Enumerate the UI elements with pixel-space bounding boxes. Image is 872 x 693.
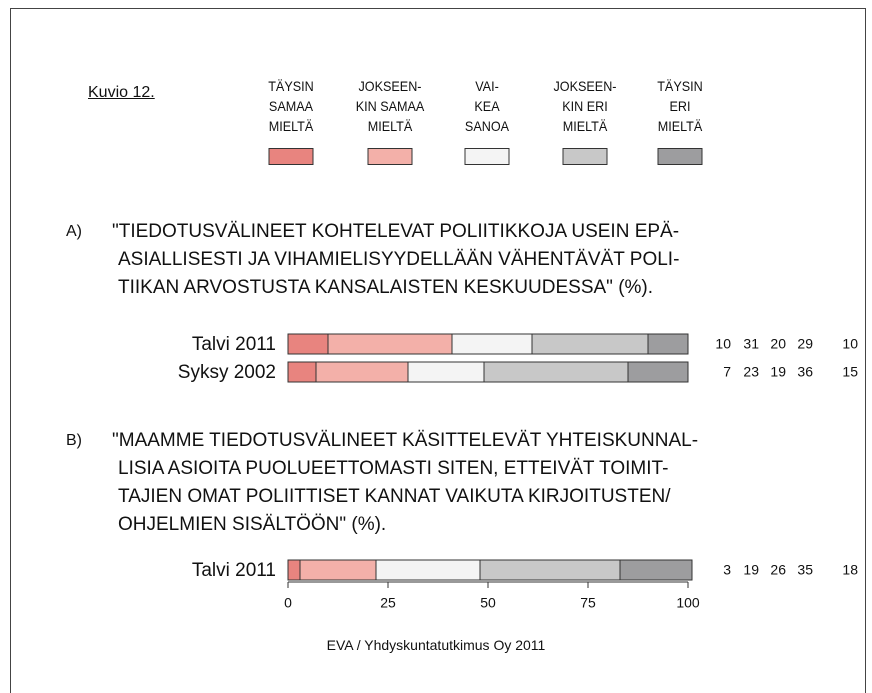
value-label: 29 [797, 336, 813, 352]
x-tick-label: 25 [380, 595, 396, 611]
bar-segment [299, 559, 377, 581]
legend-label: JOKSEEN- KIN ERI MIELTÄ [553, 78, 617, 134]
legend-label: TÄYSIN ERI MIELTÄ [657, 78, 703, 134]
value-label: 10 [842, 336, 858, 352]
panel-title: "MAAMME TIEDOTUSVÄLINEET KÄSITTELEVÄT YH… [112, 430, 699, 535]
bar-segment [647, 333, 689, 355]
x-tick-label: 100 [676, 595, 700, 611]
panel-label: B) [66, 432, 82, 449]
bar-segment [451, 333, 533, 355]
legend-swatch [562, 148, 608, 165]
bar-segment [627, 361, 689, 383]
legend-swatch [657, 148, 703, 165]
bar-segment [315, 361, 409, 383]
category-label: Syksy 2002 [178, 362, 276, 383]
value-label: 15 [842, 364, 858, 380]
bar-segment [375, 559, 481, 581]
source: EVA / Yhdyskuntatutkimus Oy 2011 [326, 637, 546, 653]
bar-segment [327, 333, 453, 355]
legend-label: JOKSEEN- KIN SAMAA MIELTÄ [355, 78, 425, 134]
category-label: Talvi 2011 [192, 560, 276, 581]
value-label: 7 [723, 364, 731, 380]
x-tick-label: 75 [580, 595, 596, 611]
value-label: 23 [743, 364, 759, 380]
legend-swatch [367, 148, 413, 165]
figure-label: Kuvio 12. [88, 84, 155, 101]
value-label: 31 [743, 336, 759, 352]
value-label: 18 [842, 562, 858, 578]
bar-segment [287, 361, 317, 383]
value-label: 35 [797, 562, 813, 578]
bar-segment [531, 333, 649, 355]
bar-segment [407, 361, 485, 383]
value-label: 10 [715, 336, 731, 352]
x-tick-label: 0 [284, 595, 292, 611]
bar-segment [619, 559, 693, 581]
category-label: Talvi 2011 [192, 334, 276, 355]
bar-segment [483, 361, 629, 383]
value-label: 19 [743, 562, 759, 578]
panel-title: "TIEDOTUSVÄLINEET KOHTELEVAT POLIITIKKOJ… [112, 221, 680, 298]
bar-segment [479, 559, 621, 581]
x-tick-label: 50 [480, 595, 496, 611]
value-label: 26 [770, 562, 786, 578]
value-label: 36 [797, 364, 813, 380]
legend-label: TÄYSIN SAMAA MIELTÄ [268, 78, 314, 134]
bar-segment [287, 559, 301, 581]
legend-swatch [268, 148, 314, 165]
bar-segment [287, 333, 329, 355]
frame [10, 8, 866, 693]
legend-swatch [464, 148, 510, 165]
value-label: 3 [723, 562, 731, 578]
legend-label: VAI- KEA SANOA [464, 78, 510, 134]
value-label: 19 [770, 364, 786, 380]
panel-label: A) [66, 223, 82, 240]
value-label: 20 [770, 336, 786, 352]
